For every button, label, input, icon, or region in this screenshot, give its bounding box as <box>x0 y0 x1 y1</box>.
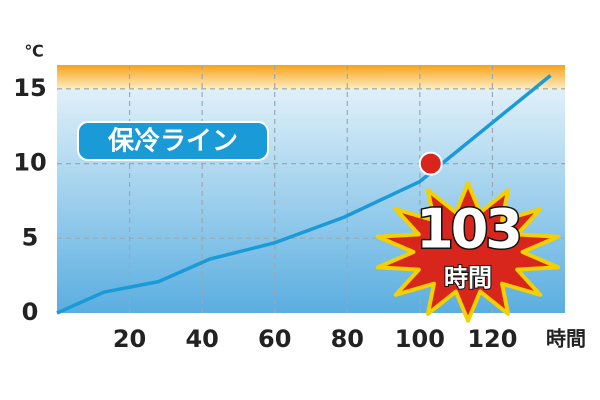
x-tick-label: 80 <box>331 325 364 353</box>
y-tick-label: 5 <box>22 223 39 251</box>
y-tick-label: 0 <box>22 298 39 326</box>
series-label: 保冷ライン <box>107 126 238 157</box>
series-line <box>56 74 552 315</box>
annotation-unit: 時間 <box>444 264 492 292</box>
x-unit: 時間 <box>546 327 586 351</box>
annotation-dot <box>418 151 443 176</box>
x-tick-label: 20 <box>113 325 146 353</box>
x-tick-label: 120 <box>467 325 517 353</box>
warning-band <box>57 65 565 90</box>
burst <box>375 181 561 323</box>
y-unit: ℃ <box>24 42 43 61</box>
x-tick-label: 100 <box>395 325 445 353</box>
x-tick-label: 40 <box>185 325 218 353</box>
y-tick-label: 10 <box>13 149 46 177</box>
annotation-value: 103 <box>416 198 520 261</box>
label-pill <box>77 121 269 161</box>
plot-area <box>57 65 565 313</box>
x-tick-label: 60 <box>258 325 291 353</box>
y-tick-label: 15 <box>13 74 46 102</box>
